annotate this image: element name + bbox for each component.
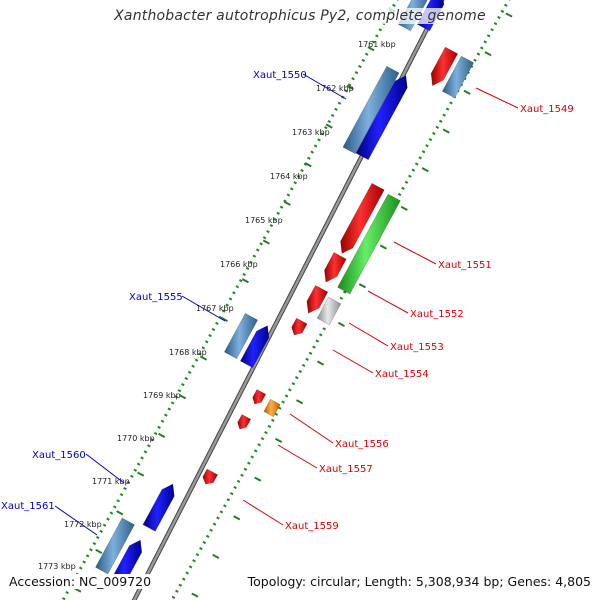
gene-label-leader	[54, 505, 98, 536]
gene-reverse	[430, 46, 459, 87]
kbp-label: 1768 kbp	[169, 348, 207, 357]
gene-xaut-1557	[237, 414, 252, 430]
outer-major-tick	[316, 360, 325, 366]
gene-rna	[337, 193, 401, 295]
inner-major-tick	[137, 471, 145, 477]
gene-label-leader	[367, 290, 409, 314]
genome-title: Xanthobacter autotrophicus Py2, complete…	[112, 8, 488, 24]
outer-major-tick	[212, 553, 220, 560]
kbp-label: 1767 kbp	[196, 304, 234, 313]
gene-xaut-1555	[223, 312, 259, 360]
outer-major-tick	[505, 12, 513, 18]
inner-major-tick	[283, 200, 291, 206]
inner-major-tick	[199, 355, 208, 361]
gene-xaut-1561	[95, 517, 135, 575]
kbp-label: 1770 kbp	[117, 434, 155, 443]
topology-text: Topology: circular; Length: 5,308,934 bp…	[245, 574, 591, 589]
gene-label-leader	[348, 322, 389, 347]
gene-label-forward: Xaut_1550	[253, 70, 307, 81]
gene-label-forward: Xaut_1560	[32, 450, 86, 461]
gene-xaut-1553	[306, 284, 329, 314]
gene-xaut-1552	[324, 252, 347, 283]
gene-label-reverse: Xaut_1559	[285, 521, 339, 532]
gene-label-reverse: Xaut_1557	[319, 464, 373, 475]
kbp-label: 1771 kbp	[92, 477, 130, 486]
inner-major-tick	[304, 162, 312, 168]
gene-label-leader	[85, 453, 125, 484]
kbp-label: 1766 kbp	[220, 260, 258, 269]
gene-label-forward: Xaut_1555	[129, 292, 183, 303]
gene-label-reverse: Xaut_1553	[390, 342, 444, 353]
inner-major-tick	[241, 278, 249, 284]
outer-major-tick	[254, 476, 262, 482]
inner-major-tick	[74, 587, 82, 593]
kbp-label: 1772 kbp	[64, 520, 102, 529]
outer-major-tick	[358, 283, 366, 289]
gene-small	[252, 389, 267, 405]
gene-forward	[142, 483, 175, 532]
outer-major-tick	[275, 437, 283, 443]
feature-labels: 1761 kbp 1762 kbp 1763 kbp 1764 kbp 1765 kbp…	[1, 40, 574, 571]
gene-xaut-1551	[340, 182, 385, 254]
inner-major-tick	[179, 394, 187, 400]
kbp-label: 1763 kbp	[292, 128, 330, 137]
inner-tick-track	[61, 0, 399, 600]
gene-label-leader	[181, 295, 226, 322]
outer-major-tick	[463, 89, 471, 95]
inner-major-tick	[95, 548, 103, 555]
gene-label-leader	[302, 73, 347, 100]
gene-xaut-1559	[202, 468, 219, 485]
outer-major-tick	[191, 592, 199, 598]
outer-major-tick	[379, 244, 387, 250]
gene-label-reverse: Xaut_1556	[335, 439, 389, 450]
kbp-label: 1765 kbp	[245, 216, 283, 225]
inner-major-tick	[346, 84, 354, 90]
kbp-label: 1762 kbp	[316, 84, 354, 93]
gene-forward	[355, 75, 408, 161]
outer-major-tick	[484, 51, 492, 57]
inner-major-tick	[116, 510, 124, 516]
outer-major-tick	[296, 399, 304, 405]
gene-label-leader	[393, 241, 437, 265]
gene-label-leader	[277, 444, 318, 469]
inner-major-tick	[220, 316, 229, 322]
gene-label-leader	[332, 349, 374, 374]
outer-major-tick	[421, 167, 429, 173]
kbp-label: 1764 kbp	[270, 172, 308, 181]
gene-label-reverse: Xaut_1549	[520, 104, 574, 115]
outer-major-tick	[442, 128, 450, 134]
gene-label-forward: Xaut_1561	[1, 501, 55, 512]
kbp-label: 1769 kbp	[143, 391, 181, 400]
gene-xaut-1550	[342, 65, 400, 155]
outer-major-tick	[337, 321, 346, 327]
gene-xaut-1554	[291, 317, 308, 336]
gene-label-reverse: Xaut_1552	[410, 309, 464, 320]
outer-major-tick	[400, 205, 408, 211]
gene-label-leader	[289, 413, 334, 444]
inner-major-tick	[262, 239, 270, 245]
gene-label-reverse: Xaut_1551	[438, 260, 492, 271]
gene-label-reverse: Xaut_1554	[375, 369, 429, 380]
gene-forward	[239, 325, 270, 369]
kbp-label: 1773 kbp	[38, 562, 76, 571]
gene-label-leader	[475, 87, 519, 109]
kbp-label: 1761 kbp	[358, 40, 396, 49]
inner-major-tick	[158, 432, 166, 438]
gene-features	[95, 0, 475, 590]
outer-major-tick	[233, 515, 241, 521]
gene-label-leader	[242, 499, 284, 526]
gene-xaut-1549	[441, 55, 475, 99]
inner-major-tick	[367, 46, 375, 52]
gene-xaut-1556	[263, 398, 281, 418]
gene-xaut-1553-misc	[316, 296, 342, 326]
accession-text: Accession: NC_009720	[9, 574, 154, 589]
inner-major-tick	[325, 123, 333, 129]
